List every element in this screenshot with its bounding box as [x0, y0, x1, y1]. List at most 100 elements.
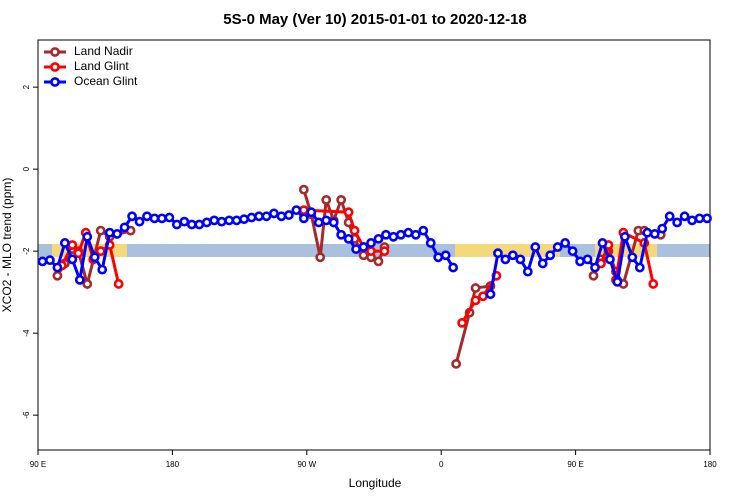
x-tick-label: 90 W — [297, 460, 316, 469]
point — [52, 262, 63, 273]
x-axis-label: Longitude — [349, 476, 402, 490]
point — [560, 238, 571, 248]
x-tick-label: 90 E — [567, 460, 583, 469]
point — [349, 225, 360, 236]
point — [321, 215, 332, 226]
point — [104, 227, 115, 238]
point — [231, 215, 242, 226]
point — [478, 291, 488, 302]
point — [59, 238, 70, 248]
point — [127, 211, 137, 222]
point — [410, 229, 421, 240]
point — [95, 225, 106, 236]
point — [425, 238, 436, 248]
point — [336, 194, 347, 205]
point — [373, 233, 384, 244]
point — [545, 250, 556, 261]
point — [679, 211, 690, 222]
point — [619, 231, 630, 242]
point — [239, 214, 249, 225]
point — [612, 276, 623, 287]
point — [694, 213, 705, 224]
point — [642, 227, 653, 238]
legend-label: Land Glint — [74, 59, 129, 73]
point — [336, 229, 347, 240]
point — [157, 213, 167, 224]
point — [648, 279, 659, 289]
point — [403, 227, 414, 238]
point — [343, 233, 354, 244]
point — [186, 219, 197, 230]
point — [388, 231, 399, 242]
point — [358, 242, 369, 252]
legend-marker — [50, 47, 60, 57]
point — [298, 213, 309, 224]
point — [89, 252, 100, 263]
point — [201, 217, 212, 228]
legend-label: Ocean Glint — [74, 74, 138, 88]
point — [687, 215, 697, 226]
legend-label: Land Nadir — [74, 44, 133, 58]
point — [672, 217, 683, 228]
point — [216, 216, 227, 227]
point — [634, 262, 645, 273]
point — [328, 217, 339, 228]
point — [379, 246, 390, 257]
point — [97, 264, 108, 275]
y-tick-label: -4 — [22, 329, 31, 337]
point — [451, 358, 462, 369]
point — [306, 207, 317, 218]
point — [597, 238, 608, 248]
point — [500, 254, 511, 265]
chart-title: 5S-0 May (Ver 10) 2015-01-01 to 2020-12-… — [223, 11, 527, 28]
point — [298, 184, 309, 195]
point — [664, 211, 675, 222]
point — [485, 289, 496, 300]
point — [582, 254, 593, 265]
point — [366, 246, 376, 257]
point — [67, 240, 78, 250]
point — [261, 211, 272, 222]
point — [224, 215, 235, 226]
x-tick-label: 90 E — [30, 460, 46, 469]
point — [590, 262, 600, 273]
point — [269, 208, 279, 219]
y-tick-label: 0 — [22, 166, 31, 171]
point — [134, 216, 145, 227]
point — [254, 211, 264, 222]
x-tick-label: 0 — [439, 460, 444, 469]
point — [113, 279, 124, 289]
point — [119, 222, 130, 233]
point — [52, 270, 63, 281]
point — [605, 254, 615, 265]
point — [588, 270, 599, 281]
point — [627, 252, 638, 263]
point — [649, 229, 660, 239]
point — [298, 205, 309, 216]
point — [470, 283, 481, 293]
point — [702, 213, 712, 224]
point — [276, 211, 287, 222]
plot-frame — [37, 39, 711, 451]
point — [142, 211, 152, 222]
y-tick-label: -6 — [22, 411, 31, 419]
point — [321, 194, 332, 205]
x-tick-label: 180 — [166, 460, 180, 469]
point — [575, 256, 585, 267]
point — [209, 215, 220, 226]
point — [45, 255, 55, 266]
point — [522, 266, 533, 277]
point — [358, 250, 369, 261]
point — [351, 244, 361, 254]
point — [112, 229, 123, 239]
point — [507, 250, 518, 261]
point — [179, 216, 190, 227]
point — [246, 212, 257, 223]
point — [493, 248, 503, 259]
point — [457, 317, 468, 328]
point — [537, 258, 548, 269]
x-tick-label: 180 — [703, 460, 717, 469]
point — [373, 256, 384, 267]
legend-marker — [50, 77, 60, 87]
